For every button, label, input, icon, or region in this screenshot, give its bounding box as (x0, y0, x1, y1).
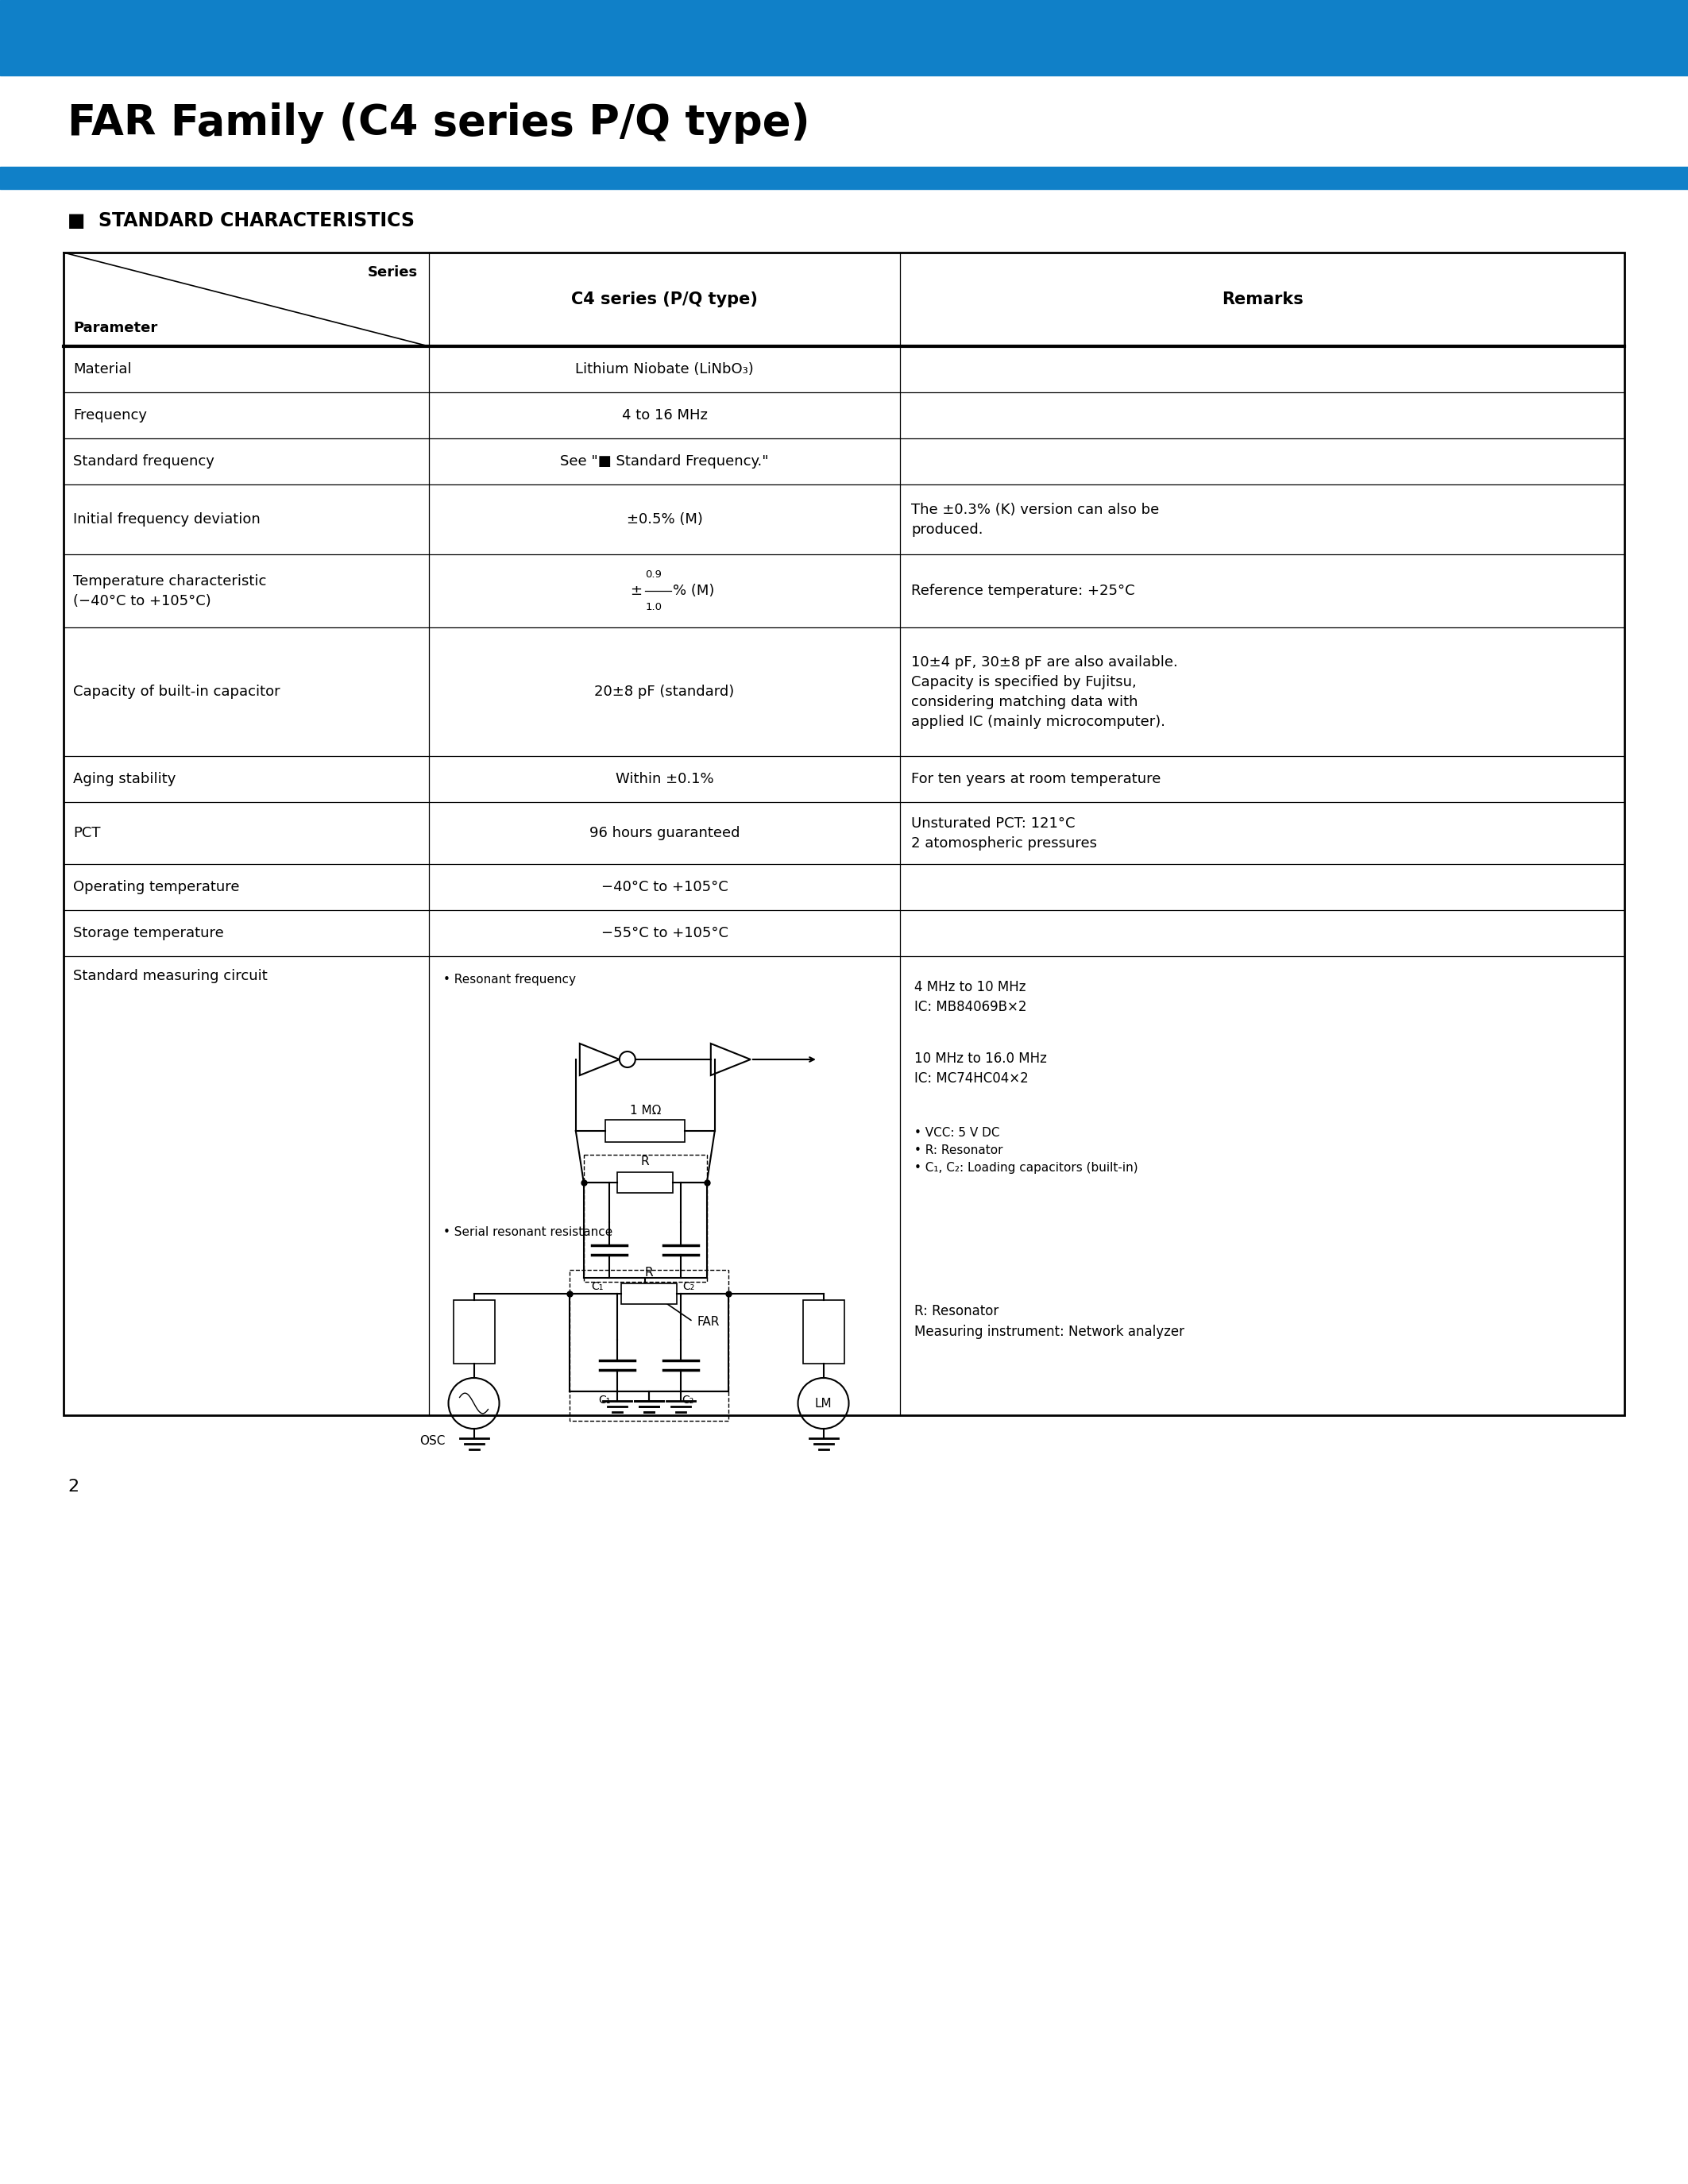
Text: The ±0.3% (K) version can also be
produced.: The ±0.3% (K) version can also be produc… (912, 502, 1160, 537)
Text: C4 series (P/Q type): C4 series (P/Q type) (571, 290, 758, 308)
Text: Within ±0.1%: Within ±0.1% (616, 771, 714, 786)
Text: −55°C to +105°C: −55°C to +105°C (601, 926, 728, 941)
Text: Lithium Niobate (LiNbO₃): Lithium Niobate (LiNbO₃) (576, 363, 755, 376)
Bar (569, 1269, 728, 1422)
Text: Material: Material (73, 363, 132, 376)
Text: 2: 2 (68, 1479, 79, 1494)
Text: 20±8 pF (standard): 20±8 pF (standard) (594, 684, 734, 699)
Text: 0.9: 0.9 (645, 570, 662, 579)
Bar (452, 1299, 495, 1363)
Text: R: Resonator
Measuring instrument: Network analyzer: R: Resonator Measuring instrument: Netwo… (915, 1304, 1185, 1339)
Text: 75 Ω: 75 Ω (459, 1326, 488, 1339)
Text: Capacity of built-in capacitor: Capacity of built-in capacitor (73, 684, 280, 699)
Text: C₂: C₂ (682, 1393, 694, 1404)
Text: FAR Family (C4 series P/Q type): FAR Family (C4 series P/Q type) (68, 103, 810, 144)
Text: Unsturated PCT: 121°C
2 atomospheric pressures: Unsturated PCT: 121°C 2 atomospheric pre… (912, 817, 1097, 850)
Text: 10 MHz to 16.0 MHz
IC: MC74HC04×2: 10 MHz to 16.0 MHz IC: MC74HC04×2 (915, 1051, 1047, 1085)
Text: ■  STANDARD CHARACTERISTICS: ■ STANDARD CHARACTERISTICS (68, 212, 415, 229)
Text: Remarks: Remarks (1222, 290, 1303, 308)
Text: Frequency: Frequency (73, 408, 147, 422)
Text: Storage temperature: Storage temperature (73, 926, 225, 941)
Bar (584, 1155, 707, 1282)
Text: R: R (645, 1267, 653, 1278)
Text: C₂: C₂ (682, 1282, 695, 1293)
Bar (803, 1299, 844, 1363)
Bar (618, 1173, 674, 1192)
Bar (0, 166, 1688, 190)
Text: 1 MΩ: 1 MΩ (630, 1105, 662, 1116)
Text: Series: Series (368, 264, 417, 280)
Text: 75 Ω: 75 Ω (809, 1326, 837, 1339)
Text: 1.0: 1.0 (645, 603, 662, 612)
Text: R: R (641, 1155, 650, 1168)
Text: For ten years at room temperature: For ten years at room temperature (912, 771, 1161, 786)
Text: C₁: C₁ (591, 1282, 603, 1293)
Text: • Serial resonant resistance: • Serial resonant resistance (442, 1225, 613, 1238)
Text: ±: ± (630, 583, 641, 598)
Text: • VCC: 5 V DC
• R: Resonator
• C₁, C₂: Loading capacitors (built-in): • VCC: 5 V DC • R: Resonator • C₁, C₂: L… (915, 1127, 1138, 1175)
Text: Parameter: Parameter (73, 321, 157, 334)
Text: PCT: PCT (73, 826, 101, 841)
Text: Temperature characteristic
(−40°C to +105°C): Temperature characteristic (−40°C to +10… (73, 574, 267, 607)
Text: OSC: OSC (420, 1435, 446, 1448)
Text: Initial frequency deviation: Initial frequency deviation (73, 513, 260, 526)
Text: See "■ Standard Frequency.": See "■ Standard Frequency." (560, 454, 768, 470)
Text: −40°C to +105°C: −40°C to +105°C (601, 880, 728, 893)
Bar (64, 253, 1624, 1415)
Text: • Resonant frequency: • Resonant frequency (442, 974, 576, 985)
Text: % (M): % (M) (672, 583, 714, 598)
Bar (621, 1284, 677, 1304)
Text: Standard measuring circuit: Standard measuring circuit (73, 970, 267, 983)
Text: Aging stability: Aging stability (73, 771, 176, 786)
Text: FAR: FAR (697, 1315, 719, 1328)
Text: Operating temperature: Operating temperature (73, 880, 240, 893)
Text: LM: LM (815, 1398, 832, 1409)
Text: 96 hours guaranteed: 96 hours guaranteed (589, 826, 739, 841)
Text: Standard frequency: Standard frequency (73, 454, 214, 470)
Text: 4 to 16 MHz: 4 to 16 MHz (621, 408, 707, 422)
Text: Reference temperature: +25°C: Reference temperature: +25°C (912, 583, 1134, 598)
Bar (606, 1120, 685, 1142)
Text: 10±4 pF, 30±8 pF are also available.
Capacity is specified by Fujitsu,
consideri: 10±4 pF, 30±8 pF are also available. Cap… (912, 655, 1178, 729)
Text: ±0.5% (M): ±0.5% (M) (626, 513, 702, 526)
Bar (0, 0, 1688, 76)
Text: 4 MHz to 10 MHz
IC: MB84069B×2: 4 MHz to 10 MHz IC: MB84069B×2 (915, 981, 1026, 1013)
Text: C₁: C₁ (598, 1393, 611, 1404)
